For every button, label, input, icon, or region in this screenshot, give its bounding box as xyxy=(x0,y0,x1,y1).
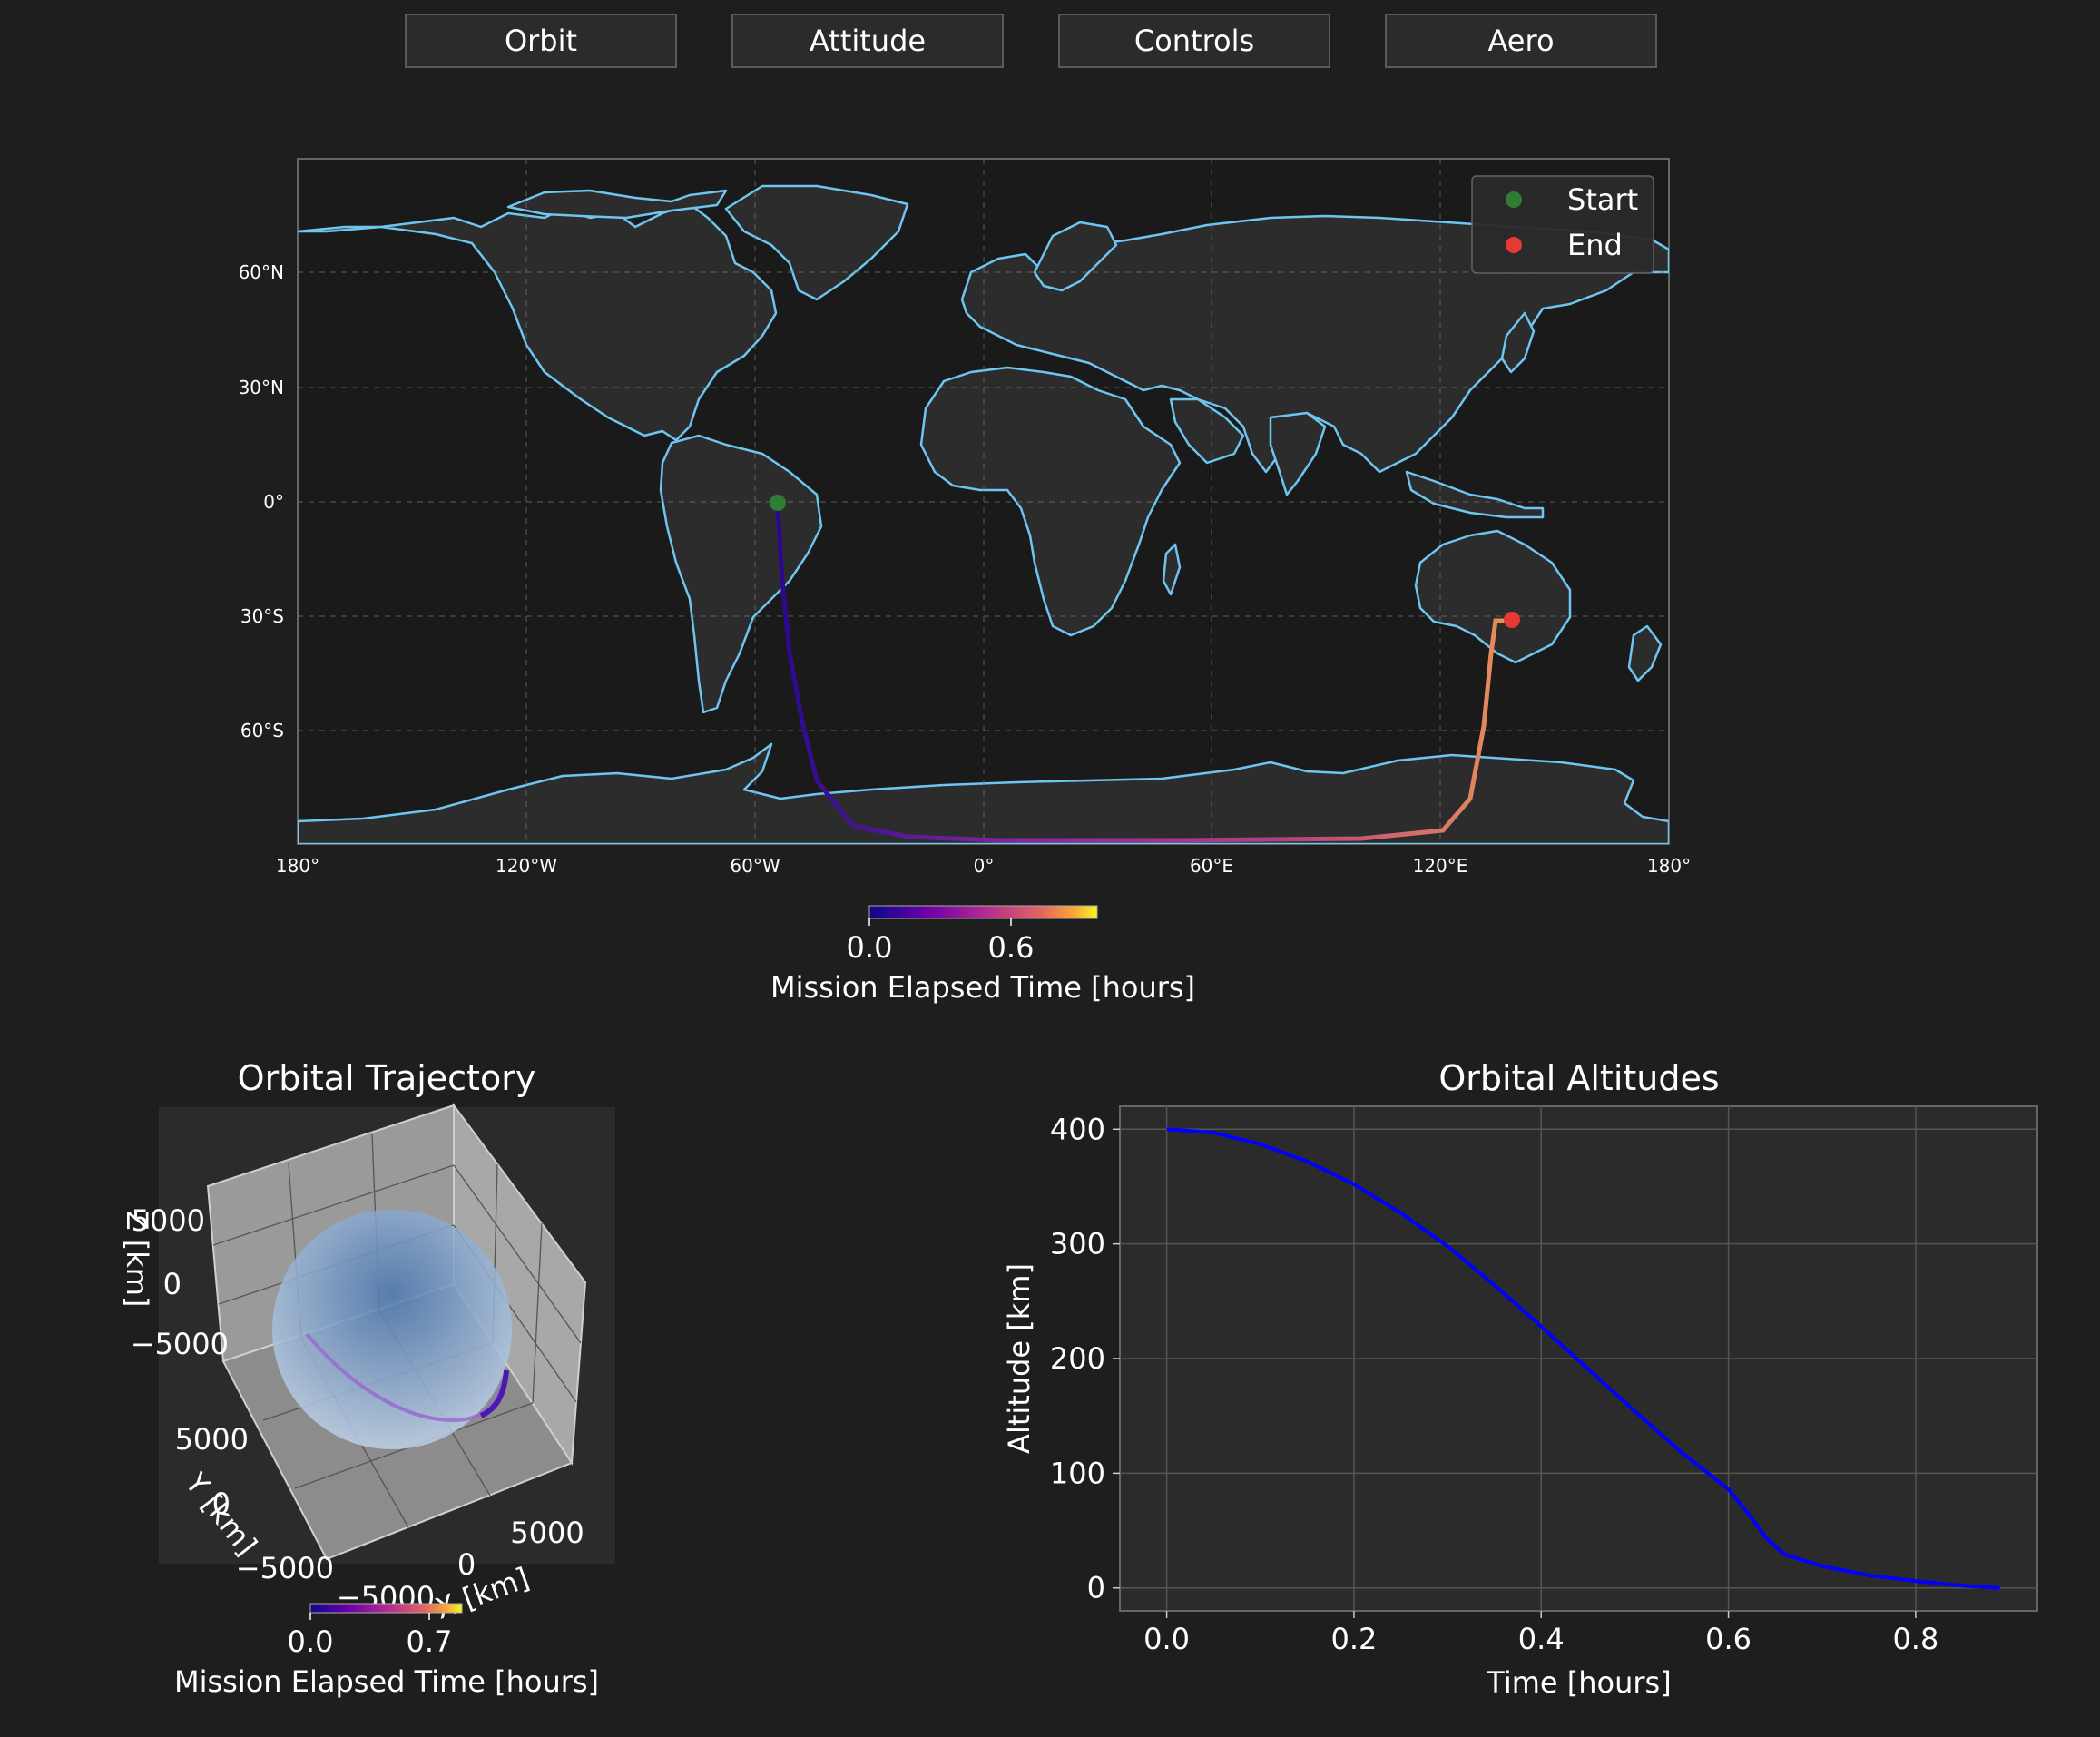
lon-tick-labels: 180° 120°W 60°W 0° 60°E 120°E 180° xyxy=(276,855,1691,877)
x-tick-label: 0.2 xyxy=(1330,1622,1377,1656)
x-tick-label: 0.6 xyxy=(1705,1622,1752,1656)
y-tick-label: 0 xyxy=(212,1487,231,1521)
tab-controls[interactable]: Controls xyxy=(1058,14,1330,68)
lon-tick-label: 120°W xyxy=(496,855,557,877)
continent-indonesia xyxy=(1405,470,1545,519)
continent-scandinavia xyxy=(1033,221,1118,292)
tab-orbit[interactable]: Orbit xyxy=(405,14,677,68)
tab-aero[interactable]: Aero xyxy=(1385,14,1657,68)
altitude-y-axis-label: Altitude [km] xyxy=(1002,1263,1036,1454)
trajectory-3d-path-end xyxy=(479,1369,509,1418)
continent-greenland xyxy=(724,184,909,301)
x-axis-label: X [km] xyxy=(431,1561,534,1626)
altitude-x-axis-label: Time [hours] xyxy=(1486,1665,1671,1700)
map-colorbar-tick-label: 0.0 xyxy=(847,930,893,965)
map-colorbar-label: Mission Elapsed Time [hours] xyxy=(770,970,1195,1005)
lon-tick-label: 60°E xyxy=(1190,855,1233,877)
lat-tick-label: 0° xyxy=(263,491,284,513)
altitude-chart-title: Orbital Altitudes xyxy=(1438,1058,1719,1098)
trajectory-colorbar: 0.0 0.7 Mission Elapsed Time [hours] xyxy=(174,1603,599,1699)
map-colorbar-tick-label: 0.6 xyxy=(988,930,1035,965)
tab-attitude[interactable]: Attitude xyxy=(731,14,1004,68)
end-marker xyxy=(1504,612,1520,628)
ground-track-path xyxy=(775,505,1508,843)
z-axis-ticks: 5000 0 −5000 xyxy=(131,1203,229,1361)
y-tick-label: 200 xyxy=(1050,1341,1105,1376)
continent-madagascar xyxy=(1162,543,1182,596)
y-tick-label: 100 xyxy=(1050,1456,1105,1490)
continent-australia xyxy=(1414,529,1572,664)
lat-tick-label: 30°N xyxy=(239,377,284,398)
lon-tick-label: 120°E xyxy=(1413,855,1468,877)
altitude-series-line xyxy=(1166,1127,2000,1590)
legend-end-label: End xyxy=(1567,228,1623,262)
lat-tick-label: 30°S xyxy=(240,605,284,627)
continent-eurasia xyxy=(960,214,1669,474)
continent-india xyxy=(1269,411,1327,496)
lat-tick-label: 60°N xyxy=(239,261,284,283)
map-colorbar: 0.0 0.6 Mission Elapsed Time [hours] xyxy=(770,905,1195,1005)
lon-tick-label: 60°W xyxy=(730,855,780,877)
lon-tick-label: 180° xyxy=(276,855,319,877)
x-tick-label: 0.8 xyxy=(1892,1622,1938,1656)
trajectory-colorbar-gradient xyxy=(309,1603,463,1614)
continent-arctic-islands xyxy=(506,189,728,220)
trajectory-colorbar-label: Mission Elapsed Time [hours] xyxy=(174,1664,599,1699)
gridline xyxy=(532,1222,543,1404)
map-gridlines xyxy=(298,159,1669,844)
lat-tick-labels: 60°N 30°N 0° 30°S 60°S xyxy=(239,261,284,741)
x-tick-label: 0.0 xyxy=(1143,1622,1190,1656)
z-axis-label: Z [km] xyxy=(120,1211,154,1308)
legend-start-label: Start xyxy=(1567,182,1638,217)
x-tick-label: 0 xyxy=(457,1547,476,1582)
map-colorbar-gradient xyxy=(868,905,1098,919)
trajectory-3d-path xyxy=(305,1332,508,1423)
legend-start-icon xyxy=(1506,191,1522,208)
continent-new-zealand xyxy=(1627,624,1663,682)
y-axis-ticks: 5000 0 −5000 xyxy=(175,1422,334,1585)
earth-sphere xyxy=(272,1210,512,1449)
x-tick-label: 5000 xyxy=(510,1516,584,1550)
map-legend: Start End xyxy=(1471,175,1654,274)
lat-tick-label: 60°S xyxy=(240,720,284,741)
trajectory-3d-panel: Orbital Trajectory 5000 xyxy=(120,1058,615,1699)
y-tick-label: 5000 xyxy=(175,1422,249,1457)
tab-bar: Orbit Attitude Controls Aero xyxy=(0,0,2100,82)
lon-tick-label: 0° xyxy=(974,855,995,877)
z-tick-label: 0 xyxy=(163,1267,182,1301)
start-marker xyxy=(770,495,786,511)
continent-japan xyxy=(1500,311,1536,374)
x-tick-label: 0.4 xyxy=(1518,1622,1565,1656)
trajectory-colorbar-tick-label: 0.7 xyxy=(407,1624,453,1659)
y-tick-label: 400 xyxy=(1050,1112,1105,1146)
ground-track-map: 60°N 30°N 0° 30°S 60°S 180° 120°W 60°W 0… xyxy=(239,158,1691,1005)
z-tick-label: −5000 xyxy=(131,1327,229,1361)
trajectory-3d-title: Orbital Trajectory xyxy=(238,1058,536,1098)
gridline xyxy=(453,1164,582,1344)
lon-tick-label: 180° xyxy=(1647,855,1691,877)
z-tick-label: 5000 xyxy=(132,1203,205,1238)
y-tick-label: 300 xyxy=(1050,1227,1105,1261)
y-tick-label: −5000 xyxy=(236,1551,334,1585)
altitude-ticks: 0.0 0.2 0.4 0.6 0.8 0 100 200 300 400 xyxy=(1050,1112,1938,1656)
legend-end-icon xyxy=(1506,237,1522,253)
continent-arabia xyxy=(1169,397,1245,465)
trajectory-colorbar-tick-label: 0.0 xyxy=(288,1624,334,1659)
y-tick-label: 0 xyxy=(1087,1571,1105,1605)
gridline xyxy=(212,1164,455,1246)
altitude-chart: Orbital Altitudes 0.0 0.2 0.4 0.6 0.8 0 100 200… xyxy=(1002,1058,2038,1700)
